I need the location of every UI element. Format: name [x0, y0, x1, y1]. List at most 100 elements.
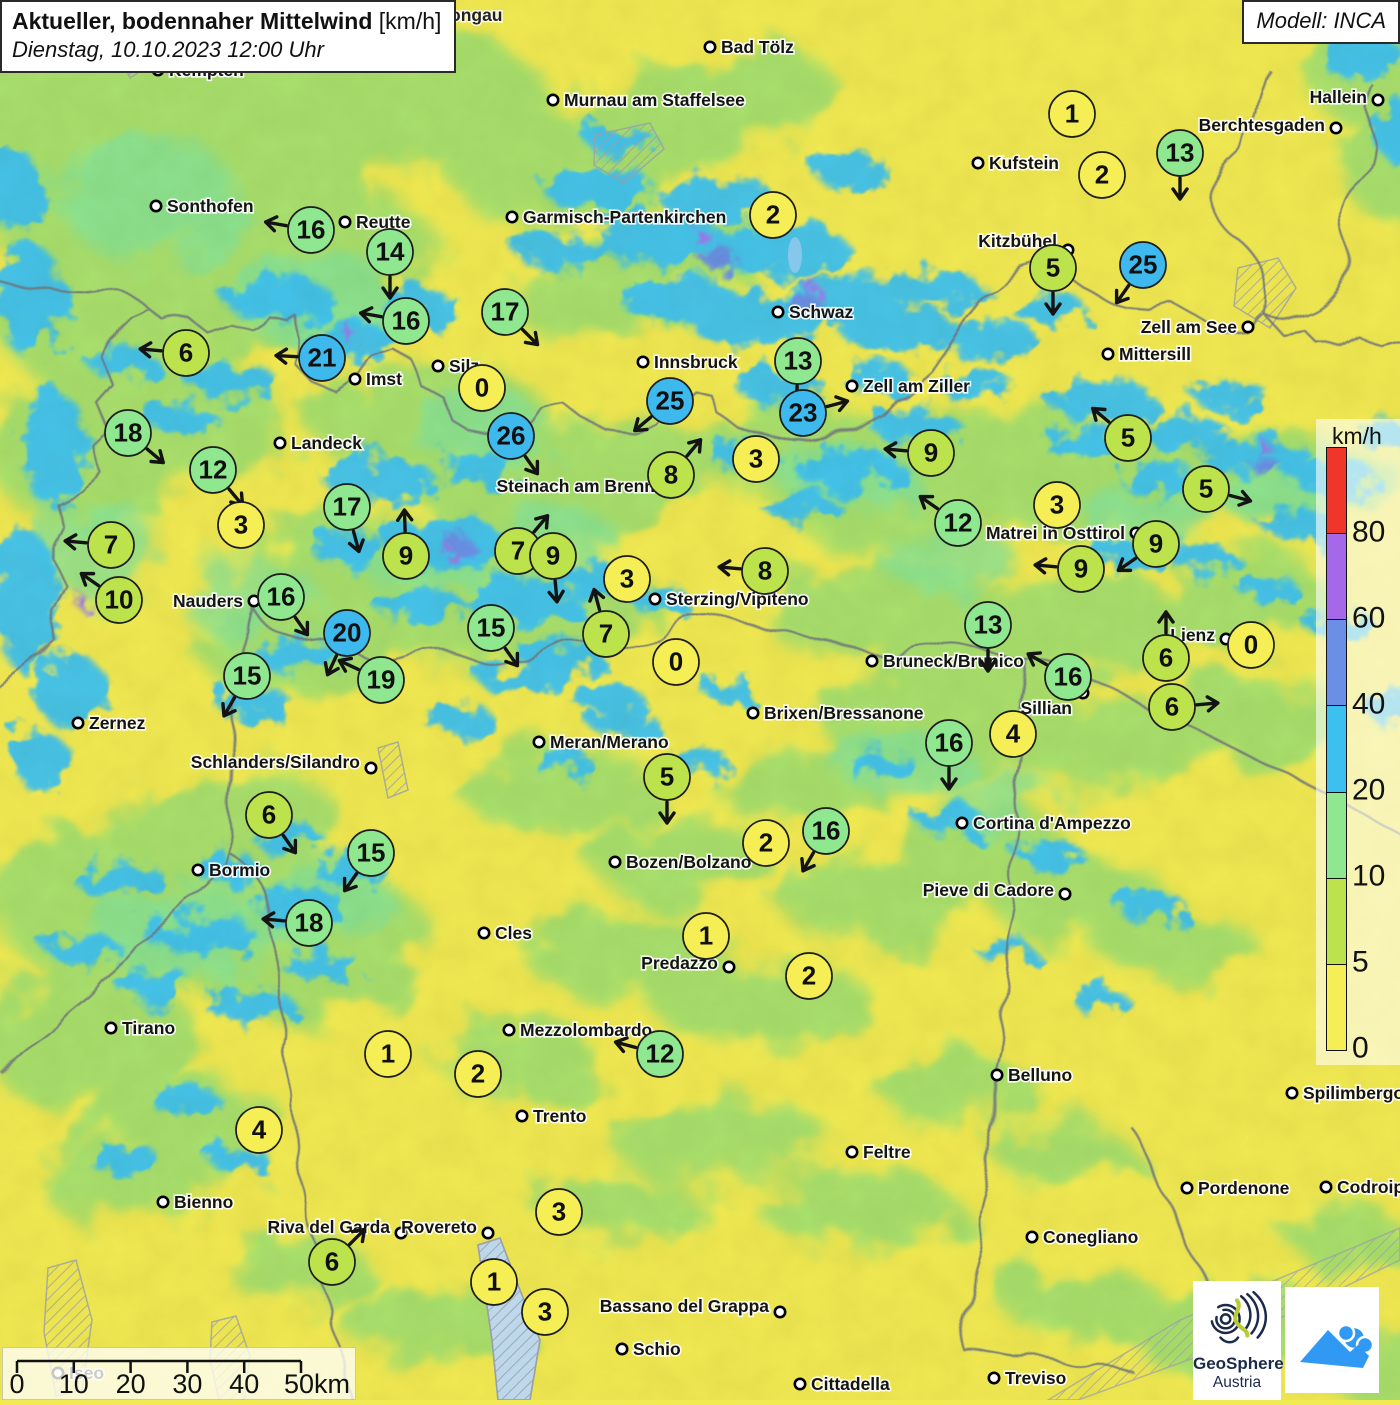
city-dot	[1025, 1230, 1039, 1244]
city-label: Sonthofen	[167, 196, 254, 216]
wind-speed-value: 5	[1121, 423, 1135, 453]
wind-direction-arrow	[588, 587, 606, 612]
wind-direction-arrow	[63, 533, 88, 551]
map-title: Aktueller, bodennaher Mittelwind [km/h]	[12, 8, 441, 35]
wind-speed-value: 9	[924, 438, 938, 468]
wind-speed-value: 16	[267, 582, 296, 612]
wind-speed-value: 2	[471, 1059, 485, 1089]
city-codroipo: Codroipo	[1319, 1175, 1400, 1199]
wind-direction-arrow	[337, 656, 361, 673]
wind-station: 3	[217, 501, 265, 549]
wind-direction-arrow	[263, 215, 289, 233]
wind-speed-circle	[964, 601, 1012, 649]
wind-station: 16	[1026, 651, 1092, 701]
wind-direction-arrow	[883, 441, 908, 459]
city-label: Schlanders/Silandro	[191, 752, 360, 772]
wind-speed-value: 3	[1050, 490, 1064, 520]
city-dot	[636, 355, 650, 369]
wind-direction-arrow	[523, 454, 540, 476]
map-scale-bar: 0 10 20 30 40 50km	[2, 1347, 356, 1400]
city-dot	[1241, 320, 1255, 334]
wind-speed-circle	[742, 819, 790, 867]
city-zernez: Zernez	[71, 711, 147, 735]
wind-direction-arrow	[825, 395, 850, 413]
city-schlanders-silandro: Schlanders/Silandro	[189, 750, 378, 775]
city-dot	[273, 436, 287, 450]
city-label: Belluno	[1008, 1065, 1072, 1085]
wind-station: 9	[1116, 520, 1180, 573]
city-dot	[648, 592, 662, 606]
city-dot	[156, 1195, 170, 1209]
city-dot	[1371, 93, 1385, 107]
city-label: Imst	[366, 369, 402, 389]
wind-speed-circle	[235, 1106, 283, 1154]
wind-station: 2	[454, 1050, 502, 1098]
city-label: Garmisch-Partenkirchen	[523, 207, 726, 227]
wind-speed-circle	[1156, 129, 1204, 177]
wind-speed-circle	[741, 547, 789, 595]
wind-speed-circle	[1044, 653, 1092, 701]
wind-direction-arrow	[800, 850, 816, 873]
wind-speed-value: 6	[325, 1247, 339, 1277]
wind-speed-circle	[87, 521, 135, 569]
city-landeck: Landeck	[273, 431, 364, 455]
wind-speed-value: 2	[766, 200, 780, 230]
city-dot	[845, 379, 859, 393]
wind-speed-value: 6	[1159, 643, 1173, 673]
city-label: Cortina d'Ampezzo	[973, 813, 1131, 833]
city-dot	[481, 1226, 495, 1240]
wind-speed-circle	[454, 1050, 502, 1098]
city-treviso: Treviso	[987, 1366, 1068, 1390]
city-rovereto: Rovereto	[400, 1215, 495, 1240]
city-label: Bad Tölz	[721, 37, 794, 57]
wind-speed-value: 0	[669, 647, 683, 677]
wind-speed-value: 5	[1046, 253, 1060, 283]
city-label: Meran/Merano	[550, 732, 669, 752]
wind-speed-circle	[582, 610, 630, 658]
city-label: Brixen/Bressanone	[764, 703, 924, 723]
wind-direction-arrow	[145, 447, 165, 465]
wind-speed-circle	[646, 377, 694, 425]
wind-speed-circle	[636, 1030, 684, 1078]
city-dot	[505, 210, 519, 224]
wind-direction-arrow	[358, 306, 384, 324]
city-innsbruck: Innsbruck	[636, 350, 739, 374]
city-label: Conegliano	[1043, 1227, 1138, 1247]
legend-band	[1327, 534, 1346, 621]
wind-speed-circle	[1227, 621, 1275, 669]
wind-station: 6	[1142, 610, 1190, 682]
wind-direction-arrow	[138, 341, 163, 359]
city-spilimbergo: Spilimbergo	[1285, 1081, 1400, 1105]
wind-speed-value: 3	[749, 444, 763, 474]
wind-direction-arrow	[633, 415, 653, 433]
wind-speed-value: 18	[295, 908, 324, 938]
city-label: Pieve di Cadore	[923, 880, 1055, 900]
wind-direction-arrow	[1114, 283, 1131, 305]
wind-direction-arrow	[1044, 291, 1062, 316]
city-label: Tirano	[122, 1018, 175, 1038]
wind-station: 8	[647, 438, 703, 499]
wind-speed-value: 1	[381, 1039, 395, 1069]
wind-direction-arrow	[323, 653, 340, 677]
city-dot	[771, 305, 785, 319]
wind-speed-circle	[1029, 244, 1077, 292]
city-dot	[971, 156, 985, 170]
wind-direction-arrow	[547, 579, 565, 604]
city-label: Innsbruck	[654, 352, 738, 372]
city-meran-merano: Meran/Merano	[532, 730, 670, 754]
wind-speed-circle	[925, 719, 973, 767]
city-nauders: Nauders	[171, 589, 261, 613]
legend-tick-label: 40	[1352, 687, 1386, 721]
wind-station: 9	[382, 508, 430, 580]
wind-speed-value: 9	[399, 541, 413, 571]
city-label: Cles	[495, 923, 532, 943]
city-dot	[1285, 1086, 1299, 1100]
city-label: Rovereto	[401, 1217, 477, 1237]
scalebar-tick-label: 10	[59, 1369, 89, 1399]
city-label: Zernez	[89, 713, 146, 733]
wind-station: 19	[337, 656, 405, 704]
wind-direction-arrow	[1033, 557, 1058, 575]
